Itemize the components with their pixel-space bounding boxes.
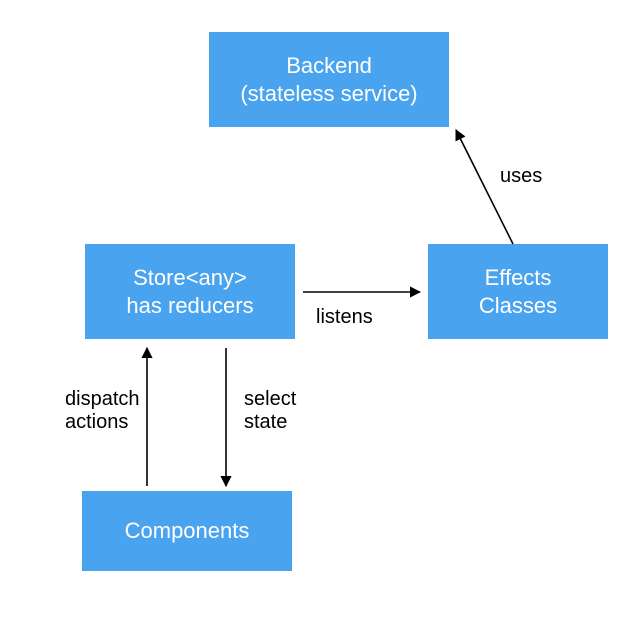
- node-store-line2: has reducers: [126, 292, 253, 320]
- edge-label-dispatch: dispatch actions: [65, 388, 140, 434]
- node-backend-line1: Backend: [286, 52, 372, 80]
- node-backend: Backend (stateless service): [209, 32, 449, 127]
- node-backend-line2: (stateless service): [240, 80, 417, 108]
- node-components-line1: Components: [125, 517, 250, 545]
- node-effects-line1: Effects: [485, 264, 552, 292]
- edge-label-uses: uses: [500, 165, 542, 188]
- node-components: Components: [82, 491, 292, 571]
- node-effects-line2: Classes: [479, 292, 557, 320]
- edge-label-listens: listens: [316, 306, 373, 329]
- node-store: Store<any> has reducers: [85, 244, 295, 339]
- node-store-line1: Store<any>: [133, 264, 247, 292]
- node-effects: Effects Classes: [428, 244, 608, 339]
- edge-label-select: select state: [244, 388, 296, 434]
